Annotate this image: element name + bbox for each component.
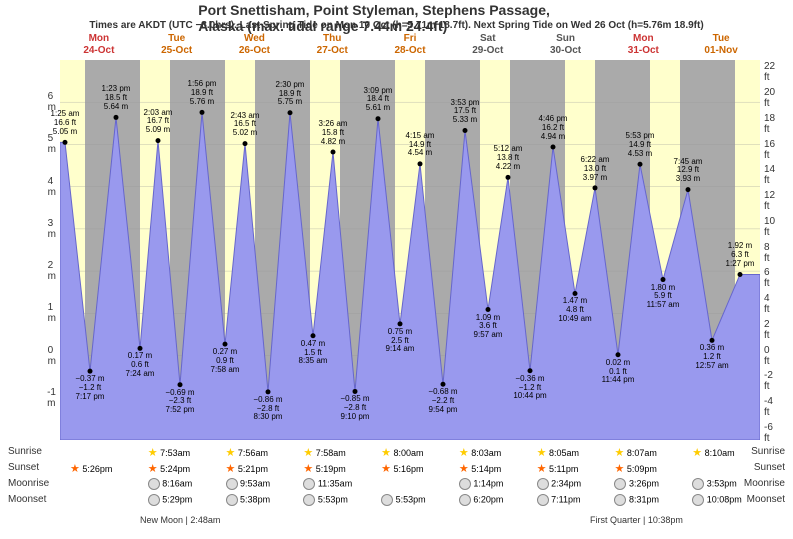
sunset-label-r: Sunset [754, 462, 785, 473]
tide-annotation: 4:46 pm16.2 ft4.94 m [539, 115, 568, 141]
tide-annotation: 1:56 pm18.9 ft5.76 m [188, 80, 217, 106]
tide-annotation: −0.37 m−1.2 ft7:17 pm [75, 375, 104, 401]
tide-annotation: 1.80 m5.9 ft11:57 am [647, 284, 680, 310]
date-header: Fri28-Oct [390, 33, 430, 57]
sunrise-label-r: Sunrise [751, 446, 785, 457]
tide-annotation: −0.69 m−2.3 ft7:52 pm [165, 389, 194, 415]
date-header: Sun30-Oct [546, 33, 586, 57]
tide-annotation: 2:43 am16.5 ft5.02 m [231, 112, 260, 138]
tide-annotation: 5:53 pm14.9 ft4.53 m [626, 132, 655, 158]
tide-annotation: 7:45 am12.9 ft3.93 m [674, 158, 703, 184]
date-header: Wed26-Oct [234, 33, 274, 57]
date-header: Mon31-Oct [623, 33, 663, 57]
tide-annotation: −0.36 m−1.2 ft10:44 pm [513, 375, 546, 401]
tide-annotation: 0.17 m0.6 ft7:24 am [126, 352, 155, 378]
date-header: Thu27-Oct [312, 33, 352, 57]
tide-annotation: 4:15 am14.9 ft4.54 m [406, 132, 435, 158]
moonrise-label: Moonrise [8, 478, 49, 489]
tide-annotation: 2:30 pm18.9 ft5.75 m [276, 81, 305, 107]
first-quarter-label: First Quarter | 10:38pm [590, 515, 683, 525]
plot-area: -1 m0 m1 m2 m3 m4 m5 m6 m -6 ft-4 ft-2 f… [60, 60, 760, 440]
tide-annotation: 1.92 m6.3 ft1:27 pm [726, 242, 755, 268]
tide-annotation: −0.68 m−2.2 ft9:54 pm [428, 388, 457, 414]
tide-annotation: 0.27 m0.9 ft7:58 am [211, 348, 240, 374]
new-moon-label: New Moon | 2:48am [140, 515, 220, 525]
tide-annotation: 3:09 pm18.4 ft5.61 m [364, 87, 393, 113]
moonrise-label-r: Moonrise [744, 478, 785, 489]
tide-annotation: 3:53 pm17.5 ft5.33 m [451, 99, 480, 125]
date-header: Tue01-Nov [701, 33, 741, 57]
moonset-label-r: Moonset [747, 494, 785, 505]
tide-chart: Port Snettisham, Point Styleman, Stephen… [0, 0, 793, 539]
date-header: Sat29-Oct [468, 33, 508, 57]
tide-annotation: 1:23 pm18.5 ft5.64 m [102, 85, 131, 111]
tide-annotation: 3:26 am15.8 ft4.82 m [319, 120, 348, 146]
tide-annotation: 6:22 am13.0 ft3.97 m [581, 156, 610, 182]
tide-annotation: 1.09 m3.6 ft9:57 am [474, 314, 503, 340]
tide-annotation: 2:03 am16.7 ft5.09 m [144, 109, 173, 135]
tide-annotation: 0.47 m1.5 ft8:35 am [299, 340, 328, 366]
tide-annotation: 0.36 m1.2 ft12:57 am [695, 344, 728, 370]
sunset-label: Sunset [8, 462, 39, 473]
tide-annotation: 5:12 am13.8 ft4.22 m [494, 145, 523, 171]
tide-annotation: −0.86 m−2.8 ft8:30 pm [253, 396, 282, 422]
tide-annotation: 1.47 m4.8 ft10:49 am [558, 297, 591, 323]
tide-annotation: 0.02 m0.1 ft11:44 pm [602, 359, 635, 385]
moonset-label: Moonset [8, 494, 46, 505]
date-header: Tue25-Oct [157, 33, 197, 57]
sunrise-label: Sunrise [8, 446, 42, 457]
tide-annotation: 0.75 m2.5 ft9:14 am [386, 328, 415, 354]
date-header: Mon24-Oct [79, 33, 119, 57]
tide-annotation: −0.85 m−2.8 ft9:10 pm [340, 395, 369, 421]
chart-subtitle: Times are AKDT (UTC −8.0hrs). Last Sprin… [89, 20, 703, 31]
tide-annotation: 1:25 am16.6 ft5.05 m [51, 110, 80, 136]
